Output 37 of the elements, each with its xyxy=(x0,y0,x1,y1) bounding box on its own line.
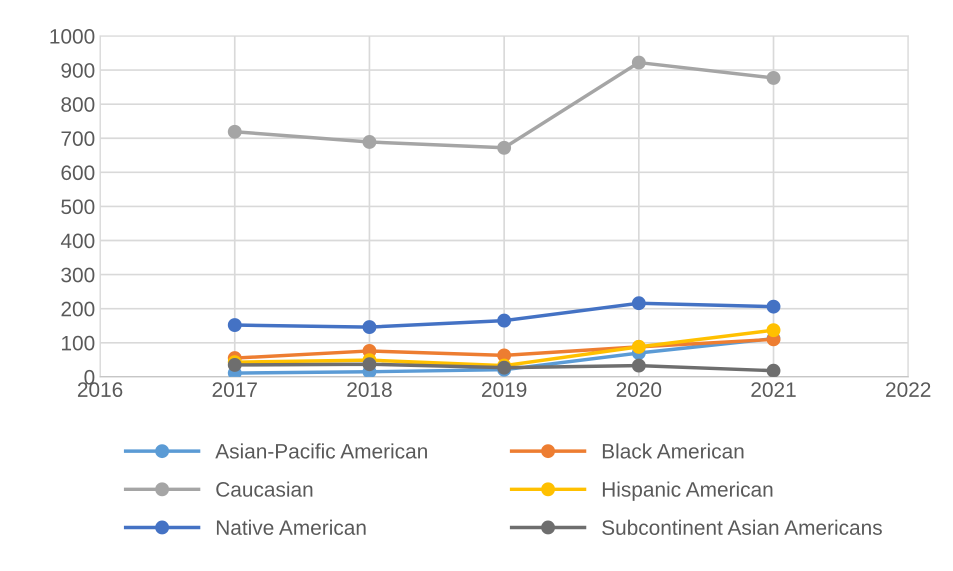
y-tick-label: 100 xyxy=(62,336,94,351)
y-tick-label: 500 xyxy=(61,199,94,214)
x-tick-label: 2018 xyxy=(347,382,392,398)
y-tick-label: 1000 xyxy=(50,28,94,44)
x-tick-label: 2017 xyxy=(212,382,257,398)
point xyxy=(228,124,242,139)
point xyxy=(632,296,646,310)
y-tick-label: 600 xyxy=(62,165,94,180)
point xyxy=(362,135,376,149)
y-tick-label: 900 xyxy=(61,63,94,78)
x-tick-label: 2022 xyxy=(886,382,930,398)
point xyxy=(228,358,242,372)
y-tick-label: 200 xyxy=(61,302,94,316)
legend-label: Black American xyxy=(602,443,744,459)
x-tick-label: 2019 xyxy=(482,382,526,398)
point xyxy=(497,140,512,155)
point xyxy=(766,70,780,85)
point xyxy=(497,314,512,328)
legend-label: Hispanic American xyxy=(602,482,772,501)
point xyxy=(228,318,242,332)
y-tick-label: 300 xyxy=(61,268,94,282)
point xyxy=(362,320,376,334)
legend-label: Caucasian xyxy=(216,482,312,497)
point xyxy=(362,357,376,372)
point xyxy=(766,364,780,377)
point xyxy=(766,323,780,338)
x-tick-label: 2020 xyxy=(616,382,662,398)
point xyxy=(632,358,646,373)
legend-label: Asian-Pacific American xyxy=(215,443,427,459)
y-tick-label: 700 xyxy=(62,131,94,146)
point xyxy=(632,56,646,70)
y-tick-label: 400 xyxy=(60,234,94,248)
y-tick-label: 800 xyxy=(61,97,94,112)
legend-label: Native American xyxy=(216,520,366,535)
point xyxy=(766,300,780,314)
legend-label: Subcontinent Asian Americans xyxy=(602,520,882,535)
x-tick-label: 2021 xyxy=(751,382,796,398)
